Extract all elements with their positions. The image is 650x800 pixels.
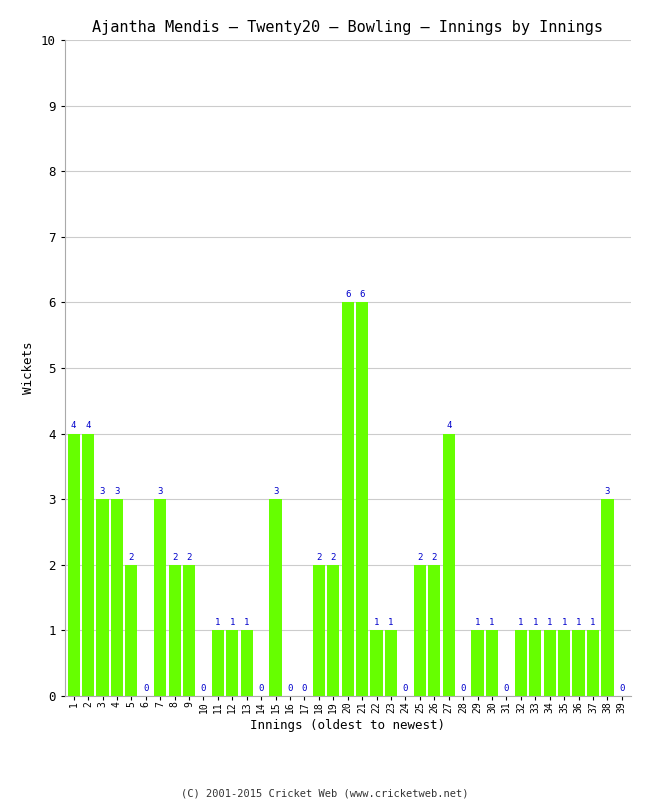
Bar [428, 565, 441, 696]
X-axis label: Innings (oldest to newest): Innings (oldest to newest) [250, 719, 445, 732]
Text: 3: 3 [273, 487, 278, 496]
Bar [342, 302, 354, 696]
Text: 1: 1 [388, 618, 394, 627]
Text: 4: 4 [71, 422, 76, 430]
Text: 3: 3 [114, 487, 120, 496]
Text: 1: 1 [532, 618, 538, 627]
Bar [356, 302, 369, 696]
Bar [558, 630, 570, 696]
Bar [154, 499, 166, 696]
Bar [443, 434, 455, 696]
Bar [111, 499, 123, 696]
Text: 2: 2 [172, 553, 177, 562]
Bar [96, 499, 109, 696]
Bar [587, 630, 599, 696]
Text: 0: 0 [143, 684, 148, 693]
Text: 0: 0 [619, 684, 625, 693]
Text: 3: 3 [157, 487, 163, 496]
Text: 1: 1 [576, 618, 581, 627]
Text: (C) 2001-2015 Cricket Web (www.cricketweb.net): (C) 2001-2015 Cricket Web (www.cricketwe… [181, 788, 469, 798]
Bar [313, 565, 325, 696]
Bar [370, 630, 383, 696]
Title: Ajantha Mendis – Twenty20 – Bowling – Innings by Innings: Ajantha Mendis – Twenty20 – Bowling – In… [92, 20, 603, 34]
Bar [529, 630, 541, 696]
Text: 2: 2 [187, 553, 192, 562]
Bar [486, 630, 498, 696]
Text: 0: 0 [302, 684, 307, 693]
Bar [414, 565, 426, 696]
Text: 0: 0 [201, 684, 206, 693]
Bar [226, 630, 239, 696]
Text: 1: 1 [590, 618, 595, 627]
Text: 0: 0 [287, 684, 292, 693]
Bar [471, 630, 484, 696]
Text: 1: 1 [489, 618, 495, 627]
Bar [168, 565, 181, 696]
Text: 2: 2 [417, 553, 422, 562]
Text: 2: 2 [331, 553, 336, 562]
Text: 0: 0 [460, 684, 466, 693]
Text: 1: 1 [475, 618, 480, 627]
Bar [327, 565, 339, 696]
Text: 2: 2 [432, 553, 437, 562]
Bar [515, 630, 527, 696]
Text: 2: 2 [129, 553, 134, 562]
Text: 1: 1 [229, 618, 235, 627]
Bar [125, 565, 138, 696]
Text: 1: 1 [244, 618, 250, 627]
Text: 1: 1 [518, 618, 523, 627]
Text: 2: 2 [316, 553, 322, 562]
Text: 4: 4 [85, 422, 91, 430]
Text: 1: 1 [547, 618, 552, 627]
Y-axis label: Wickets: Wickets [22, 342, 35, 394]
Text: 1: 1 [562, 618, 567, 627]
Text: 1: 1 [374, 618, 380, 627]
Bar [270, 499, 281, 696]
Text: 0: 0 [403, 684, 408, 693]
Bar [68, 434, 80, 696]
Bar [82, 434, 94, 696]
Bar [212, 630, 224, 696]
Bar [240, 630, 253, 696]
Text: 3: 3 [100, 487, 105, 496]
Text: 6: 6 [359, 290, 365, 299]
Text: 1: 1 [215, 618, 220, 627]
Text: 6: 6 [345, 290, 350, 299]
Bar [573, 630, 585, 696]
Bar [183, 565, 195, 696]
Text: 0: 0 [259, 684, 264, 693]
Bar [385, 630, 397, 696]
Bar [601, 499, 614, 696]
Text: 4: 4 [446, 422, 451, 430]
Text: 0: 0 [504, 684, 509, 693]
Text: 3: 3 [604, 487, 610, 496]
Bar [543, 630, 556, 696]
